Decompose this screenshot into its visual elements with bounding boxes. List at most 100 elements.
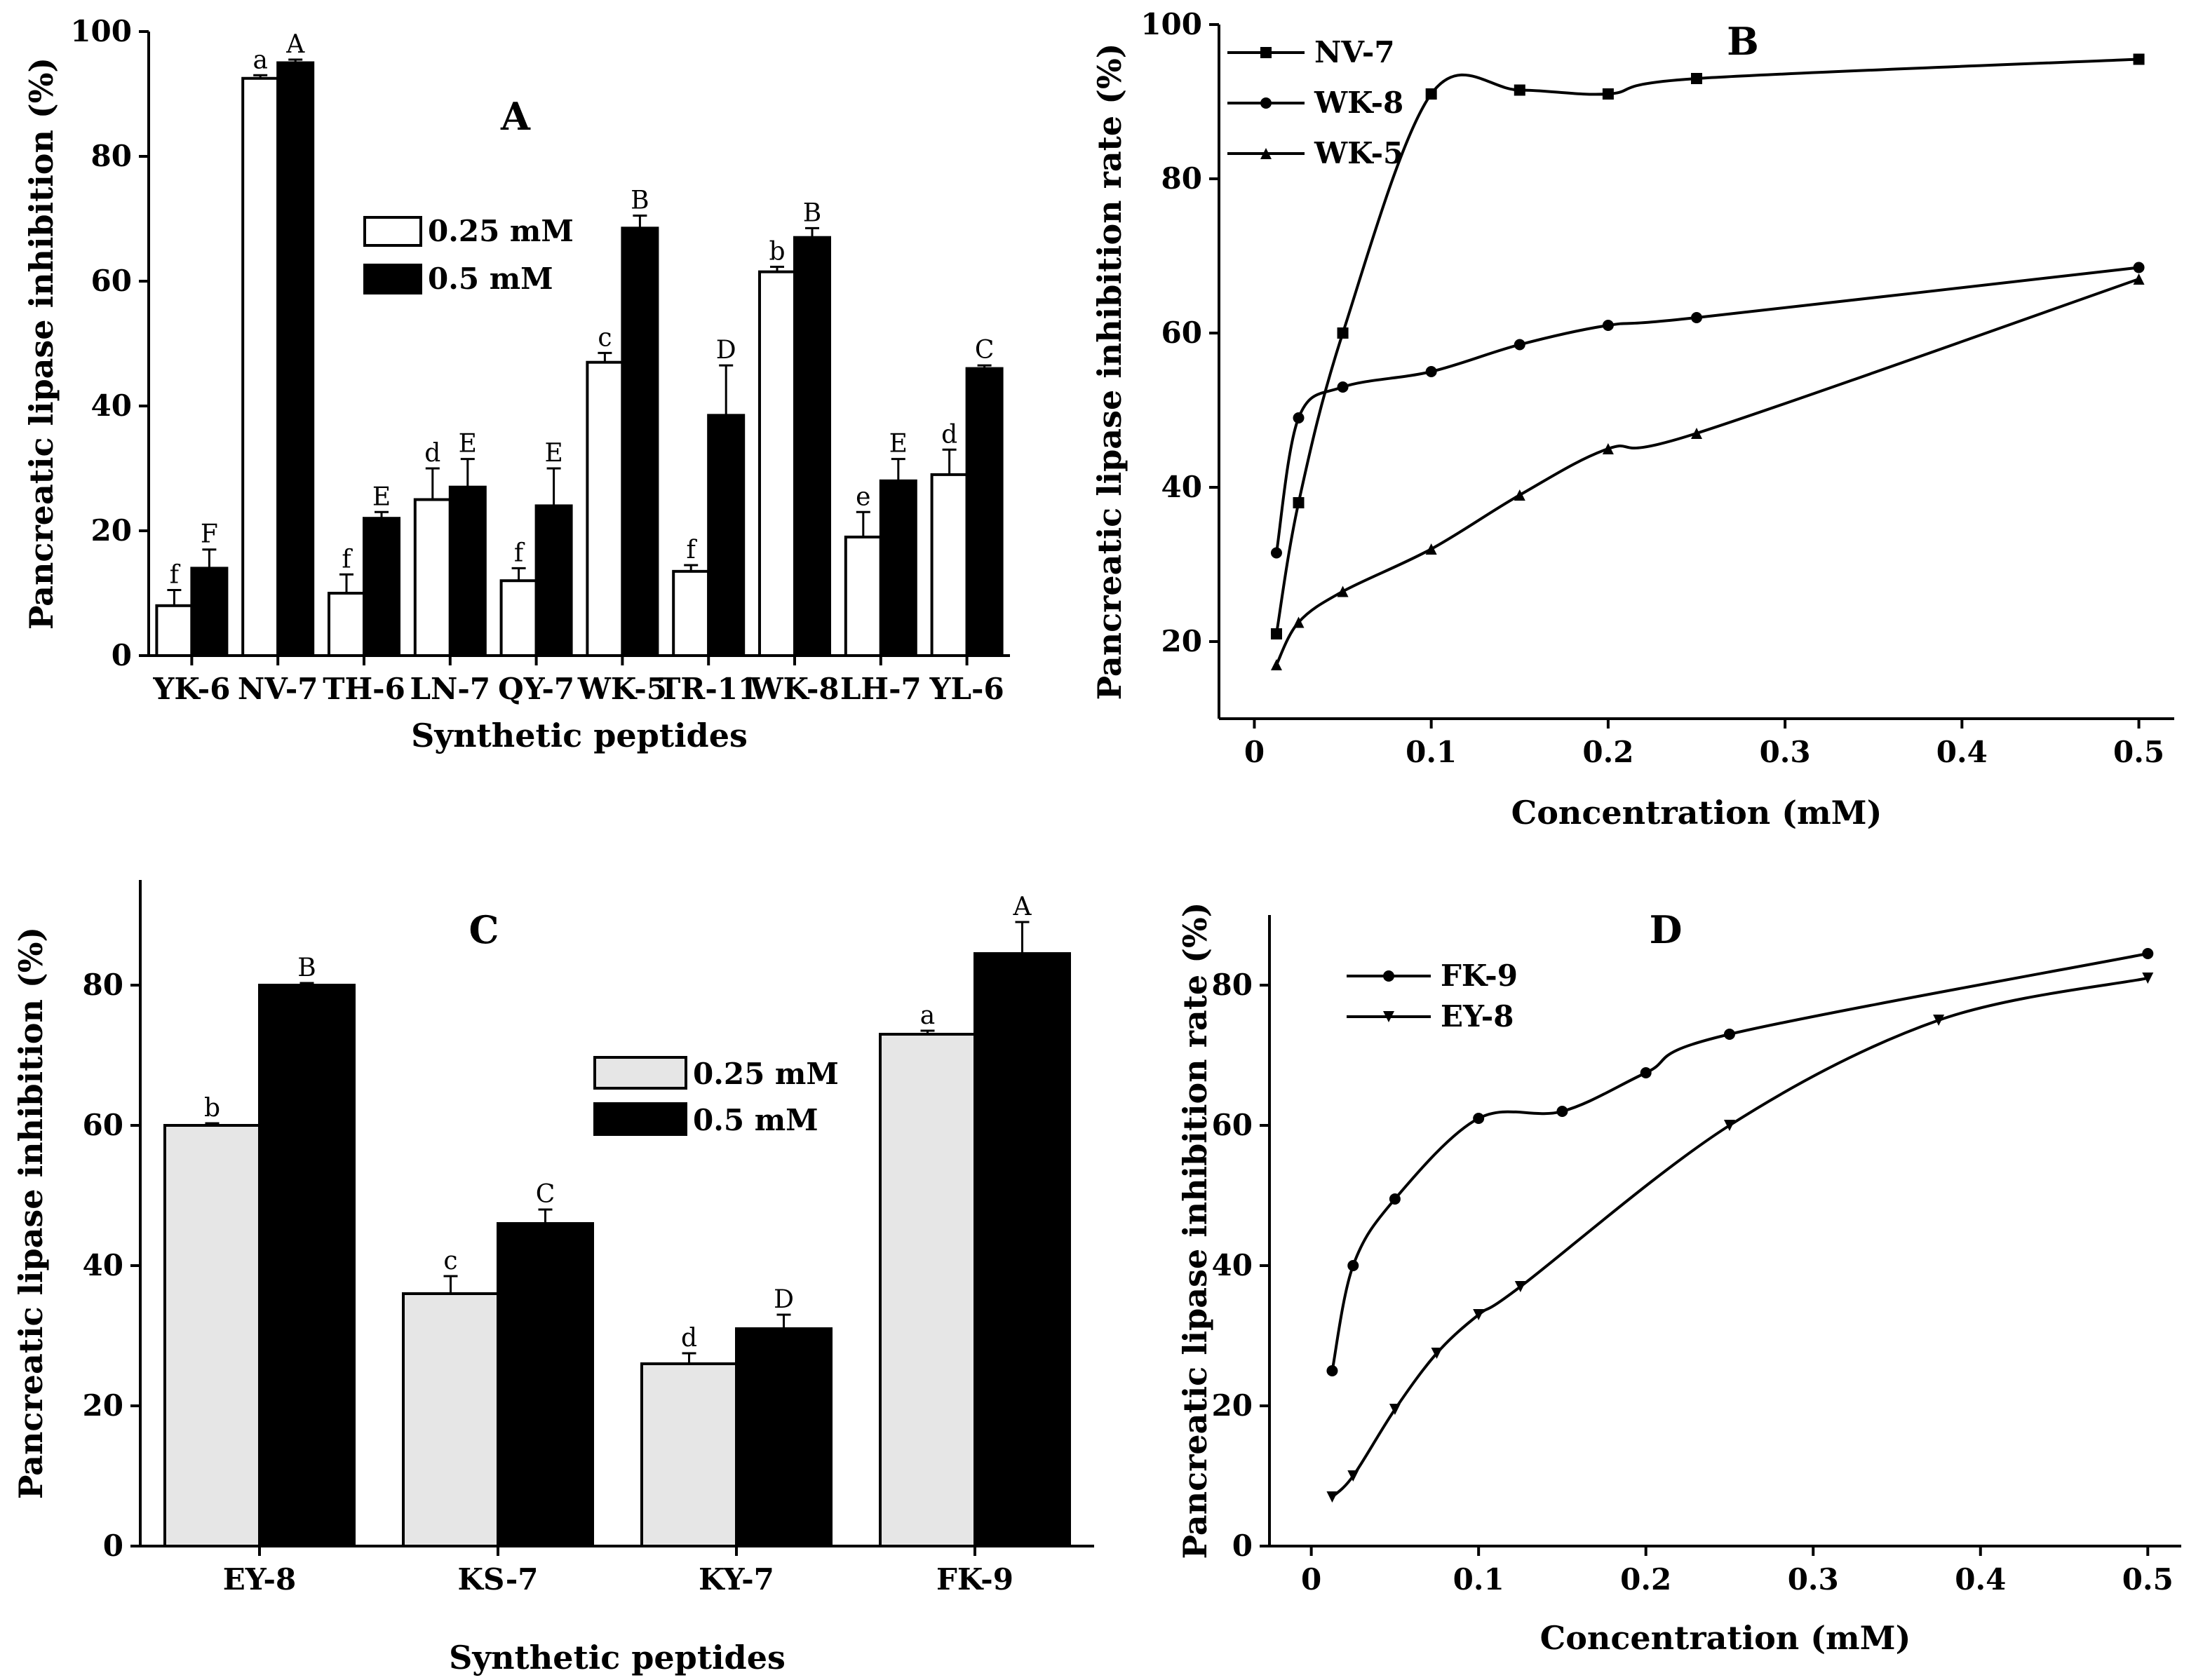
bar-LH-7-0.5 mM	[879, 479, 917, 657]
legend-label: 0.5 mM	[693, 1103, 818, 1137]
significance-label: d	[681, 1324, 697, 1353]
legend-label: WK-8	[1314, 86, 1403, 120]
data-point-square	[2133, 53, 2145, 65]
y-tick-label: 40	[1161, 470, 1202, 504]
data-point-circle	[1337, 381, 1349, 393]
significance-label: c	[443, 1247, 457, 1275]
significance-label: c	[598, 323, 612, 352]
significance-label: D	[774, 1285, 794, 1314]
data-point-triangle	[1270, 659, 1282, 670]
significance-label: F	[201, 520, 218, 549]
x-tick-label: WK-5	[577, 672, 667, 706]
legend-label: 0.25 mM	[428, 214, 574, 248]
bar-KS-7-0.25 mM	[402, 1292, 499, 1547]
data-point-square	[1270, 628, 1282, 639]
bar-KS-7-0.5 mM	[497, 1222, 594, 1547]
panel-b-line-chart: 20 40 60 80 100 0 0.1 0.2 0.3 0.4 0.5 NV-7 WK-8 WK-5 B…	[1091, 7, 2174, 832]
significance-label: b	[769, 238, 785, 266]
x-tick-label: 0.5	[2113, 735, 2164, 769]
significance-label: f	[342, 545, 353, 574]
x-axis-title: Synthetic peptides	[411, 717, 748, 754]
y-tick-label: 0	[1232, 1529, 1253, 1563]
data-point-triangle	[1337, 585, 1349, 597]
data-point-circle	[1425, 366, 1437, 377]
bar-YL-6-0.5 mM	[965, 367, 1004, 657]
significance-label: A	[1013, 893, 1032, 921]
series-line-NV-7	[1274, 57, 2139, 635]
bar-LH-7-0.25 mM	[844, 535, 882, 658]
legend-swatch	[363, 264, 422, 294]
legend-swatch	[593, 1056, 687, 1090]
x-tick-label: 0	[1301, 1562, 1321, 1597]
significance-label: b	[204, 1094, 220, 1123]
data-point-circle	[1383, 970, 1394, 982]
x-tick-label: WK-8	[749, 672, 839, 706]
x-tick-label: KY-7	[699, 1562, 774, 1597]
data-point-circle	[1326, 1365, 1338, 1376]
data-point-triangle-down	[1933, 1015, 1945, 1026]
series-line-WK-5	[1275, 278, 2140, 665]
data-point-circle	[1691, 312, 1702, 323]
bar-WK-5-0.5 mM	[621, 226, 659, 658]
bar-YK-6-0.5 mM	[190, 567, 229, 658]
bar-QY-7-0.25 mM	[499, 579, 538, 658]
panel-label: D	[1650, 907, 1683, 952]
data-point-circle	[1389, 1193, 1401, 1205]
data-point-square	[1337, 327, 1349, 339]
y-tick-label: 80	[1212, 968, 1253, 1002]
bar-WK-8-0.5 mM	[793, 236, 831, 657]
x-tick-label: QY-7	[498, 672, 574, 706]
data-point-triangle	[2133, 273, 2145, 285]
data-point-circle	[1293, 412, 1305, 424]
x-tick-label: FK-9	[936, 1562, 1013, 1597]
significance-label: C	[536, 1180, 555, 1209]
y-tick-label: 60	[1212, 1108, 1253, 1142]
x-tick-label: EY-8	[223, 1562, 296, 1597]
legend-label: WK-5	[1314, 136, 1403, 170]
data-point-triangle-down	[1347, 1470, 1359, 1482]
y-tick-label: 80	[1161, 161, 1202, 196]
data-point-circle	[2133, 262, 2145, 273]
significance-label: f	[170, 561, 181, 590]
data-point-triangle-down	[1383, 1011, 1394, 1022]
data-point-circle	[2142, 948, 2154, 959]
data-point-square	[1514, 84, 1525, 96]
data-point-circle	[1270, 547, 1282, 559]
bar-TR-11-0.25 mM	[672, 569, 710, 657]
x-tick-label: 0.4	[1936, 735, 1988, 769]
x-tick-label: TH-6	[323, 672, 405, 706]
panel-c-bar-chart: 0 20 40 60 80 EY-8 b B KS-7 c C KY-7 d D FK-9 a A 0.25 mM…	[12, 880, 1094, 1676]
significance-label: f	[514, 538, 525, 567]
data-point-triangle	[1425, 543, 1437, 555]
legend-label: EY-8	[1441, 999, 1514, 1034]
bar-LN-7-0.5 mM	[448, 485, 487, 658]
x-tick-label: 0.1	[1406, 735, 1457, 769]
legend-swatch	[593, 1102, 687, 1136]
significance-label: E	[372, 482, 391, 511]
legend-label: FK-9	[1441, 958, 1518, 993]
legend-label: NV-7	[1314, 35, 1395, 69]
bar-EY-8-0.5 mM	[258, 984, 356, 1547]
y-axis-title: Pancreatic lipase inhibition rate (%)	[1091, 43, 1128, 700]
y-tick-label: 20	[1161, 624, 1202, 658]
data-point-triangle	[1602, 443, 1614, 454]
x-tick-label: 0.5	[2122, 1562, 2174, 1597]
data-point-square	[1602, 88, 1614, 100]
y-axis-title: Pancreatic lipase inhibition (%)	[12, 927, 50, 1499]
y-tick-label: 100	[70, 14, 132, 48]
data-point-circle	[1347, 1260, 1359, 1271]
panel-label: C	[469, 907, 499, 952]
data-point-triangle-down	[2142, 973, 2154, 984]
significance-label: B	[803, 198, 821, 227]
x-axis-title: Synthetic peptides	[449, 1639, 786, 1676]
x-tick-label: 0.3	[1760, 735, 1811, 769]
data-point-triangle	[1514, 489, 1525, 501]
significance-label: a	[920, 1001, 935, 1030]
legend-label: 0.5 mM	[428, 262, 553, 296]
significance-label: d	[941, 420, 957, 449]
bar-NV-7-0.5 mM	[276, 61, 315, 657]
y-tick-label: 20	[83, 1388, 123, 1423]
significance-label: e	[856, 482, 870, 511]
